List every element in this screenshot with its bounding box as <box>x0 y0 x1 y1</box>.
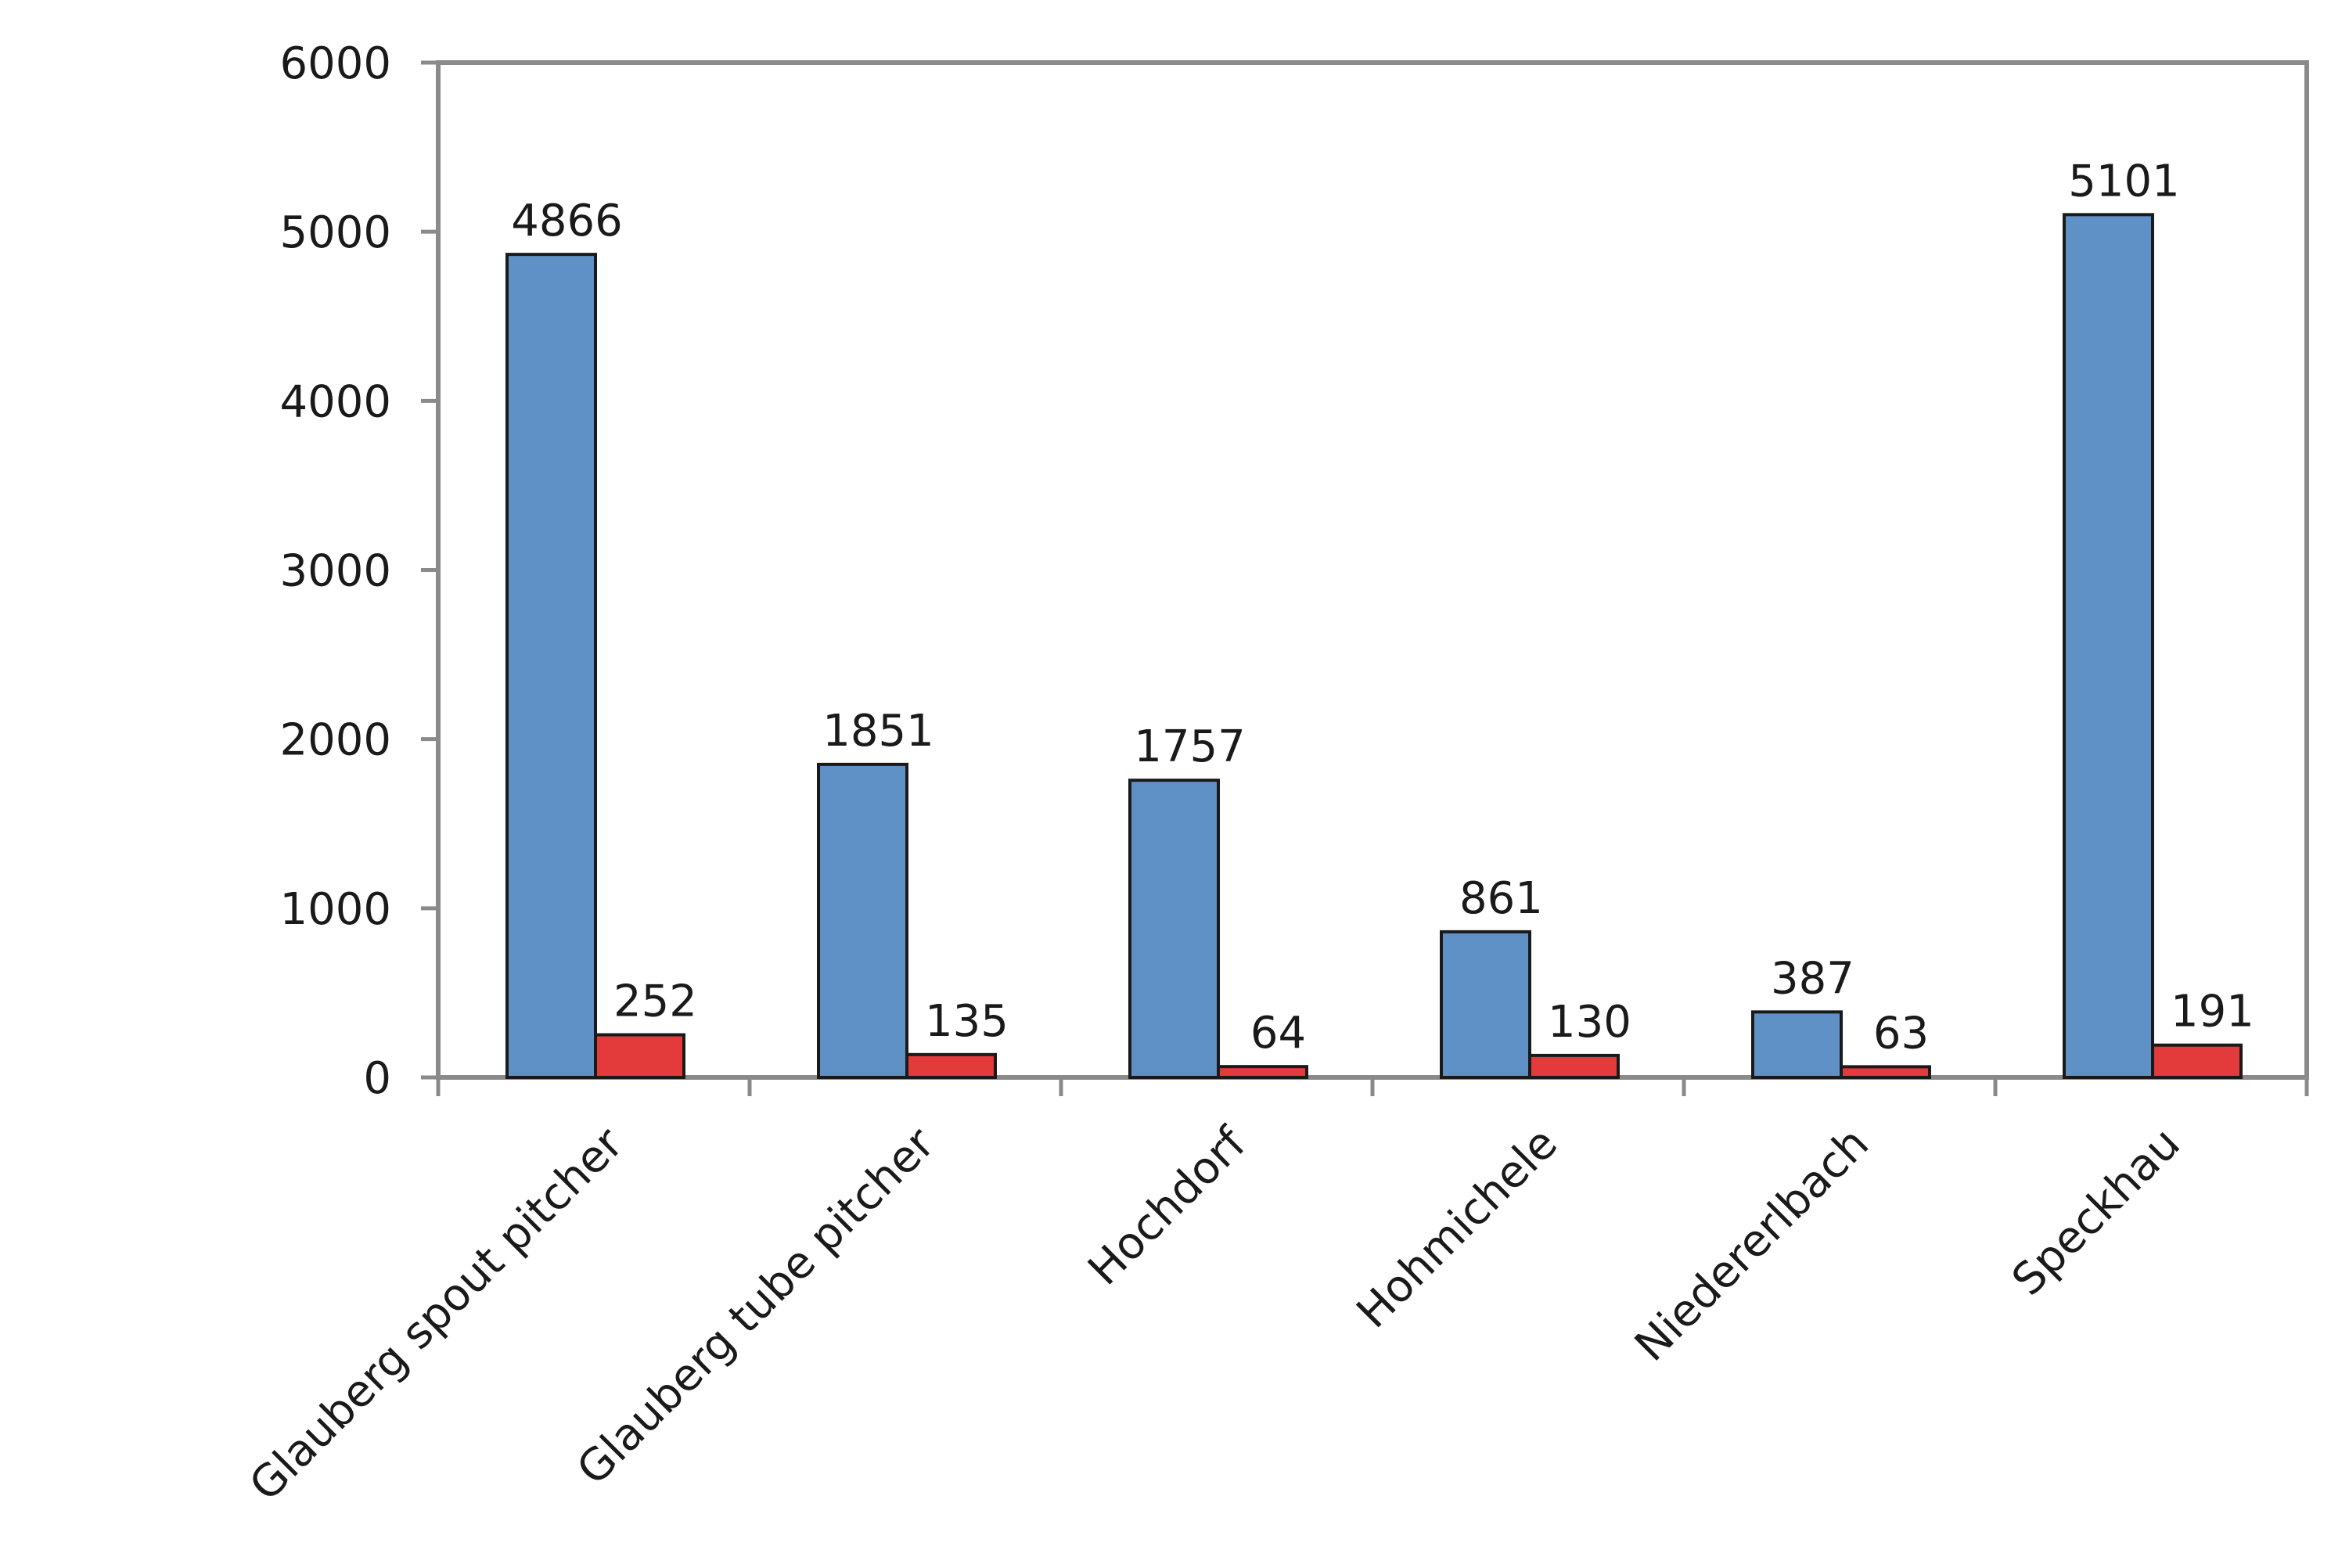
y-tick-label: 6000 <box>279 38 391 89</box>
bar-series-2 <box>905 1052 997 1080</box>
data-label: 130 <box>1548 997 1631 1048</box>
data-labels: 4866 1851 1757 861 387 5101 252 135 64 130 63 191 <box>511 156 2254 1059</box>
data-label: 4866 <box>511 196 623 246</box>
y-tick-label: 2000 <box>279 715 391 766</box>
x-category-label: Hochdorf <box>1078 1117 1256 1295</box>
y-tick-label: 0 <box>363 1053 391 1104</box>
bar-series-1 <box>2063 213 2154 1079</box>
bar-series-1 <box>817 762 908 1079</box>
plot-frame <box>436 60 2309 1080</box>
x-category-label: Speckhau <box>2002 1118 2190 1306</box>
bar-series-2 <box>1840 1065 1931 1079</box>
bars <box>505 213 2243 1080</box>
x-category-label: Niedererlbach <box>1625 1118 1879 1372</box>
data-label: 191 <box>2171 987 2254 1038</box>
y-tick-label: 1000 <box>279 884 391 935</box>
y-tick-label: 5000 <box>279 207 391 258</box>
data-label: 252 <box>613 976 697 1027</box>
data-label: 1851 <box>822 706 934 757</box>
data-label: 64 <box>1250 1008 1306 1059</box>
plot-border <box>436 60 2309 1080</box>
data-label: 135 <box>925 996 1009 1047</box>
bar-series-2 <box>594 1033 685 1079</box>
bar-series-1 <box>1440 930 1531 1079</box>
data-label: 387 <box>1771 953 1854 1004</box>
bar-series-1 <box>505 253 597 1079</box>
x-category-label: Glauberg tube pitcher <box>567 1117 944 1494</box>
y-axis: 0 1000 2000 3000 4000 5000 6000 <box>279 38 438 1104</box>
data-label: 5101 <box>2068 156 2180 207</box>
data-label: 1757 <box>1134 721 1246 772</box>
data-label: 861 <box>1459 873 1543 924</box>
bar-series-1 <box>1751 1010 1843 1080</box>
data-label: 63 <box>1873 1008 1929 1059</box>
x-category-label: Hohmichele <box>1347 1118 1567 1338</box>
bar-series-2 <box>1217 1065 1308 1079</box>
bar-series-1 <box>1128 779 1220 1080</box>
y-tick-label: 4000 <box>279 376 391 427</box>
bar-series-2 <box>1528 1053 1620 1079</box>
y-tick-label: 3000 <box>279 546 391 597</box>
bar-series-2 <box>2151 1043 2243 1079</box>
